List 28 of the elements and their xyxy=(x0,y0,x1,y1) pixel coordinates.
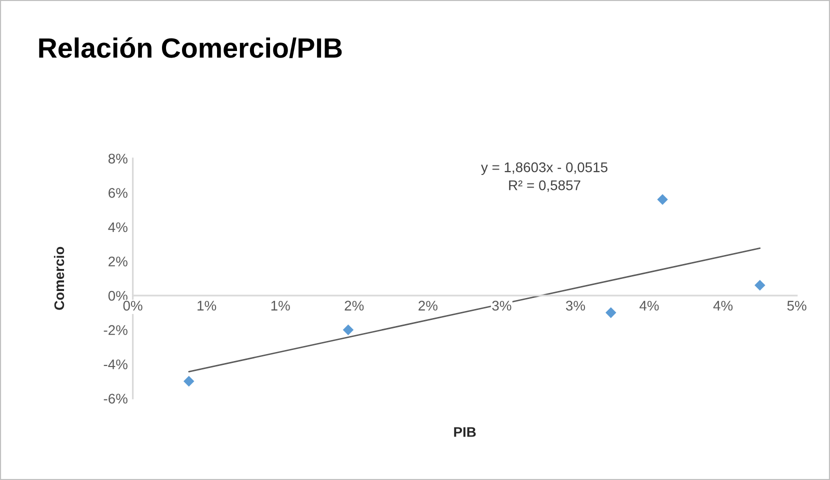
x-tick-label: 4% xyxy=(640,300,659,311)
x-tick-label: 1% xyxy=(271,300,290,311)
point xyxy=(183,376,194,387)
y-axis-title: Comercio xyxy=(54,246,64,310)
point xyxy=(657,194,668,205)
point xyxy=(606,307,616,318)
x-tick-label: 2% xyxy=(344,300,364,311)
y-tick-label: 2% xyxy=(108,256,128,266)
y-tick-label: 8% xyxy=(108,154,128,164)
x-tick-label: 5% xyxy=(787,300,806,311)
y-tick-label: -4% xyxy=(104,360,128,370)
chart-title: Relación Comercio/PIB xyxy=(39,37,342,58)
x-tick-label: 2% xyxy=(418,300,438,311)
y-tick-label: -2% xyxy=(104,325,128,335)
y-tick-label: 0% xyxy=(108,290,128,301)
annotation: R² = 0,5857 xyxy=(509,180,580,192)
x-tick-label: 3% xyxy=(566,300,586,311)
annotation: y = 1,8603x - 0,0515 xyxy=(481,162,608,175)
x-tick-label: 3% xyxy=(492,300,512,311)
x-axis-title: PIB xyxy=(454,427,476,437)
x-tick-label: 1% xyxy=(198,300,216,311)
x-tick-label: 4% xyxy=(713,300,733,311)
point xyxy=(754,280,766,291)
x-tick-label: 0% xyxy=(123,300,142,311)
y-tick-label: 4% xyxy=(108,222,128,232)
y-tick-label: 6% xyxy=(108,188,128,198)
y-tick-label: -6% xyxy=(104,394,128,404)
point xyxy=(342,324,354,336)
